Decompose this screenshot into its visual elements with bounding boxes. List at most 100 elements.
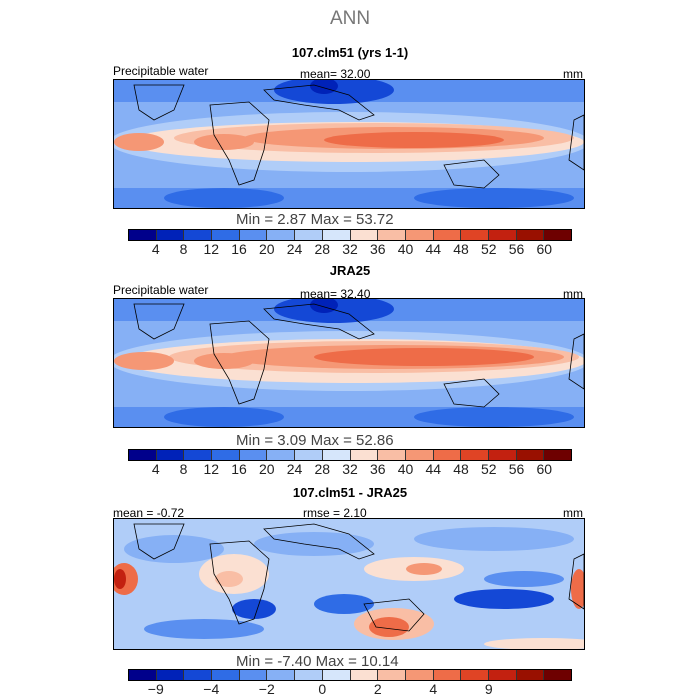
colorbar-label: 56 — [508, 241, 525, 257]
panel-1-title: 107.clm51 (yrs 1-1) — [291, 45, 409, 60]
panel-1-map — [113, 79, 585, 209]
colorbar-swatch — [544, 450, 571, 460]
colorbar-label: 12 — [203, 461, 220, 477]
colorbar-label: −4 — [203, 681, 220, 697]
colorbar-swatch — [129, 230, 157, 240]
colorbar-label: 28 — [314, 461, 331, 477]
colorbar-label: 28 — [314, 241, 331, 257]
panel-1-mean-label: mean= 32.00 — [300, 67, 371, 81]
colorbar-label: −2 — [258, 681, 275, 697]
colorbar-swatch — [295, 450, 323, 460]
colorbar-label: 20 — [258, 241, 275, 257]
panel-3-rmse-label: rmse = 2.10 — [303, 506, 367, 520]
colorbar-swatch — [295, 230, 323, 240]
panel-3-units: mm — [563, 506, 583, 520]
colorbar-swatch — [322, 450, 351, 460]
colorbar-swatch — [184, 450, 213, 460]
colorbar-label: 2 — [373, 681, 382, 697]
colorbar-swatch — [212, 450, 240, 460]
colorbar-swatch — [184, 230, 213, 240]
colorbar-label: 32 — [342, 241, 358, 257]
colorbar-swatch — [405, 450, 434, 460]
colorbar-label: 9 — [484, 681, 493, 697]
colorbar-swatch — [267, 670, 296, 680]
colorbar-swatch — [267, 450, 296, 460]
colorbar-swatch — [267, 230, 296, 240]
panel-3-min-max: Min = -7.40 Max = 10.14 — [236, 653, 399, 670]
colorbar-swatch — [350, 230, 379, 240]
panel-1-units: mm — [563, 67, 583, 81]
colorbar-swatch — [544, 670, 571, 680]
colorbar-swatch — [156, 670, 185, 680]
colorbar-label: 52 — [480, 461, 497, 477]
colorbar-swatch — [129, 450, 157, 460]
colorbar-swatch — [461, 450, 489, 460]
colorbar-label: 44 — [425, 241, 442, 257]
colorbar-label: 8 — [179, 461, 188, 477]
colorbar-swatch — [212, 230, 240, 240]
colorbar-label: 4 — [151, 241, 160, 257]
colorbar-swatch — [488, 230, 517, 240]
colorbar-label: 36 — [369, 241, 386, 257]
panel-3-title: 107.clm51 - JRA25 — [292, 485, 408, 500]
colorbar-label: 12 — [203, 241, 220, 257]
colorbar-label: 48 — [453, 461, 469, 477]
colorbar-swatch — [378, 670, 406, 680]
panel-3-mean-label: mean = -0.72 — [113, 506, 185, 520]
colorbar-swatch — [350, 670, 379, 680]
colorbar-label: 8 — [179, 241, 188, 257]
colorbar-swatch — [433, 450, 462, 460]
colorbar-label: 60 — [536, 461, 553, 477]
panel-2-min-max: Min = 3.09 Max = 52.86 — [236, 432, 394, 449]
colorbar-label: 4 — [151, 461, 160, 477]
colorbar-swatch — [212, 670, 240, 680]
colorbar-swatch — [461, 670, 489, 680]
colorbar-label: −9 — [147, 681, 164, 697]
colorbar-swatch — [461, 230, 489, 240]
colorbar-swatch — [322, 230, 351, 240]
colorbar-label: 24 — [286, 461, 303, 477]
colorbar-label: 0 — [318, 681, 327, 697]
colorbar-swatch — [516, 230, 545, 240]
colorbar-label: 40 — [397, 241, 414, 257]
colorbar-label: 32 — [342, 461, 358, 477]
figure-title: ANN — [329, 8, 371, 29]
panel-3-map — [113, 518, 585, 650]
colorbar-label: 36 — [369, 461, 386, 477]
colorbar-label: 48 — [453, 241, 469, 257]
panel-2-map-svg — [114, 299, 584, 427]
colorbar-label: 24 — [286, 241, 303, 257]
colorbar-label: 56 — [508, 461, 525, 477]
colorbar-swatch — [405, 230, 434, 240]
panel-1-variable-label: Precipitable water — [113, 64, 209, 78]
colorbar-swatch — [156, 230, 185, 240]
colorbar-label: 16 — [231, 241, 247, 257]
colorbar-swatch — [184, 670, 213, 680]
colorbar-swatch — [239, 450, 268, 460]
colorbar-swatch — [156, 450, 185, 460]
panel-1-min-max: Min = 2.87 Max = 53.72 — [236, 211, 394, 228]
colorbar-label: 44 — [425, 461, 442, 477]
colorbar-swatch — [516, 670, 545, 680]
panel-2-map — [113, 298, 585, 428]
panel-1-colorbar — [128, 229, 572, 241]
colorbar-label: 20 — [258, 461, 275, 477]
colorbar-label: 4 — [429, 681, 438, 697]
colorbar-label: 60 — [536, 241, 553, 257]
colorbar-swatch — [433, 670, 462, 680]
colorbar-swatch — [378, 230, 406, 240]
panel-3-map-svg — [114, 519, 584, 649]
colorbar-swatch — [488, 670, 517, 680]
panel-3-colorbar — [128, 669, 572, 681]
panel-1-map-svg — [114, 80, 584, 208]
panel-2-units: mm — [563, 287, 583, 301]
panel-2-title: JRA25 — [329, 263, 371, 278]
panel-2-colorbar — [128, 449, 572, 461]
colorbar-swatch — [322, 670, 351, 680]
colorbar-label: 52 — [480, 241, 497, 257]
colorbar-swatch — [378, 450, 406, 460]
colorbar-swatch — [350, 450, 379, 460]
panel-2-variable-label: Precipitable water — [113, 283, 209, 297]
colorbar-swatch — [239, 670, 268, 680]
colorbar-label: 40 — [397, 461, 414, 477]
